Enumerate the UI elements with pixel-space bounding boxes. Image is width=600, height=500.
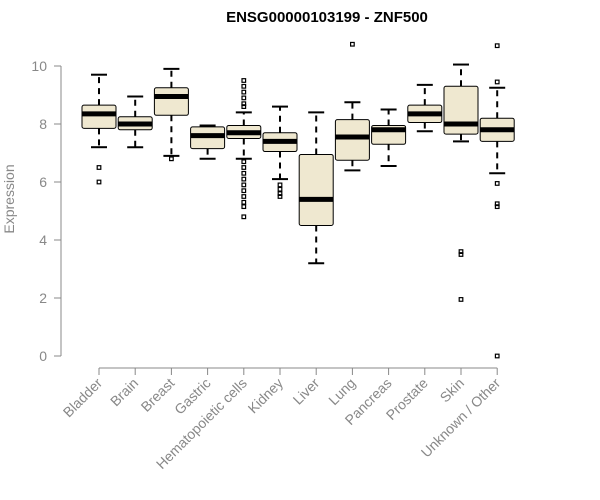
outlier-point	[241, 83, 247, 89]
outlier-point	[241, 188, 247, 194]
outlier-point	[494, 43, 500, 49]
box-body	[443, 85, 479, 135]
x-tick-label: Liver	[290, 375, 323, 408]
outlier-point	[241, 78, 247, 83]
x-tick-label: Breast	[138, 375, 178, 415]
outlier-point	[241, 101, 247, 107]
outlier-point	[169, 156, 174, 162]
outlier-point	[241, 159, 247, 165]
box-brain	[117, 95, 153, 149]
box-unknown-other	[479, 43, 515, 359]
outlier-point	[494, 204, 500, 210]
outlier-point	[458, 297, 464, 302]
outlier-point	[458, 252, 464, 257]
box-gastric	[190, 124, 226, 160]
outlier-point	[96, 179, 102, 185]
outlier-point	[241, 204, 247, 210]
outlier-point	[277, 191, 283, 197]
box-body	[334, 119, 370, 161]
outlier-point	[494, 201, 500, 207]
outlier-point	[277, 194, 283, 199]
box-skin	[443, 63, 479, 302]
y-tick-label: 6	[39, 174, 47, 190]
x-tick-label: Lung	[325, 375, 358, 408]
outlier-point	[241, 89, 247, 95]
box-bladder	[81, 73, 117, 185]
outlier-point	[494, 353, 500, 359]
outlier-point	[241, 95, 247, 101]
box-body	[298, 153, 334, 226]
outlier-point	[241, 176, 247, 182]
y-tick-label: 4	[39, 232, 47, 248]
x-tick-label: Bladder	[60, 375, 106, 421]
box-lung	[334, 41, 370, 172]
outlier-point	[494, 181, 500, 186]
outlier-point	[241, 194, 247, 199]
y-axis-label: Expression	[1, 164, 17, 233]
y-tick-label: 10	[31, 58, 47, 74]
y-tick-label: 0	[39, 348, 47, 364]
box-body	[153, 87, 189, 116]
outlier-point	[241, 104, 247, 110]
outlier-point	[241, 165, 247, 170]
box-pancreas	[371, 108, 407, 168]
outlier-point	[350, 41, 355, 47]
box-body	[81, 104, 117, 129]
outlier-point	[241, 199, 247, 205]
outlier-point	[494, 79, 500, 85]
box-breast	[153, 67, 189, 162]
outlier-point	[96, 165, 102, 170]
outlier-point	[241, 182, 247, 188]
outlier-point	[241, 214, 247, 220]
outlier-point	[241, 170, 247, 176]
boxes-group	[81, 41, 515, 359]
box-prostate	[407, 83, 443, 133]
y-axis: 0 2 4 6 8 10	[31, 58, 62, 364]
box-liver	[298, 111, 334, 265]
outlier-point	[277, 186, 283, 192]
outlier-point	[277, 182, 283, 188]
y-tick-label: 8	[39, 116, 47, 132]
y-tick-label: 2	[39, 290, 47, 306]
x-tick-label: Brain	[107, 375, 141, 409]
box-hematopoietic-cells	[226, 78, 262, 220]
x-tick-label: Kidney	[245, 375, 287, 417]
outlier-point	[458, 249, 464, 255]
x-tick-label: Skin	[437, 375, 468, 406]
chart-title: ENSG00000103199 - ZNF500	[226, 9, 428, 26]
box-kidney	[262, 105, 298, 199]
